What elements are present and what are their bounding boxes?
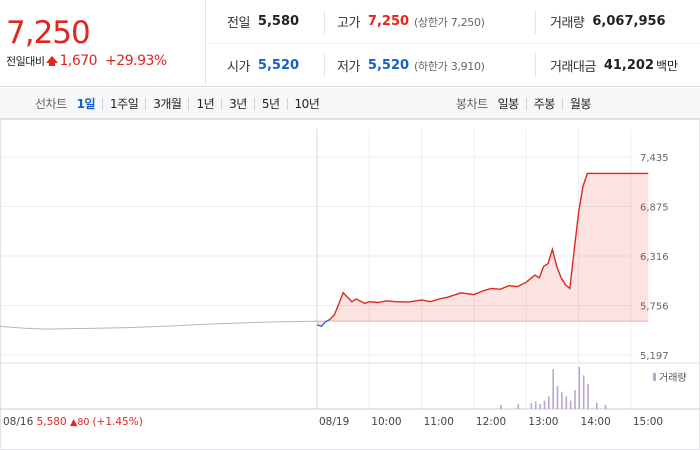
volume-bar [596, 402, 598, 409]
stat-high: 고가 7,250 (상한가 7,250) [337, 0, 485, 43]
stat-trade-value: 거래대금 41,202 백만 [550, 44, 678, 87]
stat-label: 고가 [337, 16, 360, 31]
prev-day-info-part: (+1.45%) [92, 416, 142, 428]
x-tick-label: 14:00 [581, 416, 611, 428]
prev-day-price-line [0, 320, 318, 330]
period-3m[interactable]: 3개월 [145, 97, 188, 110]
candle-monthly[interactable]: 월봉 [561, 97, 598, 110]
volume-bar [500, 404, 502, 409]
gain-area-fill [317, 173, 649, 327]
period-5y[interactable]: 5년 [253, 97, 287, 110]
candle-chart-periods: 봉차트 일봉 주봉 월봉 [456, 88, 598, 119]
y-tick-label: 7,435 [640, 153, 669, 164]
volume-bar [534, 401, 537, 409]
stats-divider [324, 10, 325, 34]
stat-label: 전일 [227, 16, 250, 31]
volume-bar [561, 392, 563, 409]
volume-legend-label: 거래량 [659, 372, 687, 384]
candle-daily[interactable]: 일봉 [497, 96, 520, 111]
volume-bar [574, 390, 576, 409]
volume-bar [530, 403, 533, 409]
lower-limit-text: (하한가 3,910) [414, 59, 485, 73]
x-tick-label: 15:00 [633, 416, 663, 428]
stat-label: 거래대금 [550, 60, 596, 75]
volume-bar [569, 400, 572, 409]
volume-bar [552, 369, 554, 409]
change-amount: 1,670 [59, 53, 98, 69]
prev-day-info: 08/16 5,580 ▲80 (+1.45%) [3, 416, 143, 428]
period-1d[interactable]: 1일 [76, 96, 96, 111]
change-rate: +29.93% [105, 53, 167, 69]
candle-weekly[interactable]: 주봉 [525, 97, 562, 110]
stat-value: 5,520 [367, 58, 410, 73]
volume-bar [604, 404, 607, 409]
stat-prev-close: 전일 5,580 [227, 0, 299, 43]
change-label: 전일대비 [6, 55, 45, 68]
prev-day-info-part: 08/16 [3, 416, 37, 428]
price-summary: 7,250 전일대비 1,670 +29.93% [0, 0, 206, 87]
y-tick-label: 5,756 [640, 302, 669, 313]
up-arrow-icon [46, 56, 59, 66]
prev-day-info-part: ▲80 [70, 417, 92, 428]
stat-volume: 거래량 6,067,956 [550, 0, 666, 43]
stat-unit: 백만 [656, 59, 679, 73]
stat-open: 시가 5,520 [227, 44, 299, 87]
stat-label: 거래량 [550, 16, 585, 31]
line-chart-label: 선차트 [35, 97, 67, 111]
stat-label: 저가 [337, 60, 360, 75]
prev-day-info-part: 5,580 [37, 416, 70, 428]
x-tick-label: 11:00 [424, 416, 454, 428]
stats-divider [535, 53, 536, 77]
stats-row-divider [207, 43, 700, 44]
stat-value: 41,202 [603, 58, 655, 73]
stats-divider [535, 10, 536, 34]
stat-low: 저가 5,520 (하한가 3,910) [337, 44, 485, 87]
change-row: 전일대비 1,670 +29.93% [6, 53, 167, 69]
up-price-line [329, 172, 649, 320]
stat-value: 5,520 [257, 58, 300, 73]
x-tick-label: 10:00 [371, 416, 401, 428]
upper-limit-text: (상한가 7,250) [414, 15, 485, 29]
volume-bar [587, 383, 589, 409]
price-chart: 7,435 6,875 6,316 5,756 5,197 거래량 08/19 10:00 11… [0, 119, 700, 450]
period-10y[interactable]: 10년 [286, 97, 327, 110]
stat-value: 6,067,956 [592, 14, 666, 29]
line-chart-periods: 선차트 1일 1주일 3개월 1년 3년 5년 10년 [35, 88, 326, 119]
stat-value: 5,580 [257, 14, 300, 29]
volume-bar [578, 367, 581, 409]
volume-bar [517, 404, 520, 409]
period-1w[interactable]: 1주일 [102, 97, 145, 110]
y-tick-label: 6,875 [640, 203, 669, 214]
y-tick-label: 6,316 [640, 252, 669, 263]
volume-bar [539, 404, 541, 409]
volume-bar [582, 375, 585, 409]
volume-bar [543, 400, 546, 409]
period-3y[interactable]: 3년 [221, 97, 254, 110]
price-chart-svg: 7,435 6,875 6,316 5,756 5,197 거래량 08/19 10:00 11… [0, 119, 700, 450]
chart-toolbar: 선차트 1일 1주일 3개월 1년 3년 5년 10년 봉차트 일봉 주봉 월봉 [0, 88, 700, 119]
volume-bar [548, 396, 550, 409]
x-tick-label: 08/19 [319, 416, 349, 428]
x-tick-label: 13:00 [528, 416, 558, 428]
x-tick-label: 12:00 [476, 416, 506, 428]
current-price: 7,250 [6, 15, 91, 51]
down-price-line [316, 318, 331, 328]
volume-legend-swatch [653, 373, 656, 381]
stat-label: 시가 [227, 60, 250, 75]
y-tick-label: 5,197 [640, 351, 669, 362]
period-1y[interactable]: 1년 [188, 97, 221, 110]
quote-panel: 7,250 전일대비 1,670 +29.93% 전일 5,580 고가 7,2… [0, 0, 700, 87]
volume-bar [556, 385, 559, 409]
stats-divider [324, 53, 325, 77]
candle-chart-label: 봉차트 [456, 97, 488, 111]
volume-bar [565, 396, 568, 409]
stat-value: 7,250 [367, 14, 410, 29]
